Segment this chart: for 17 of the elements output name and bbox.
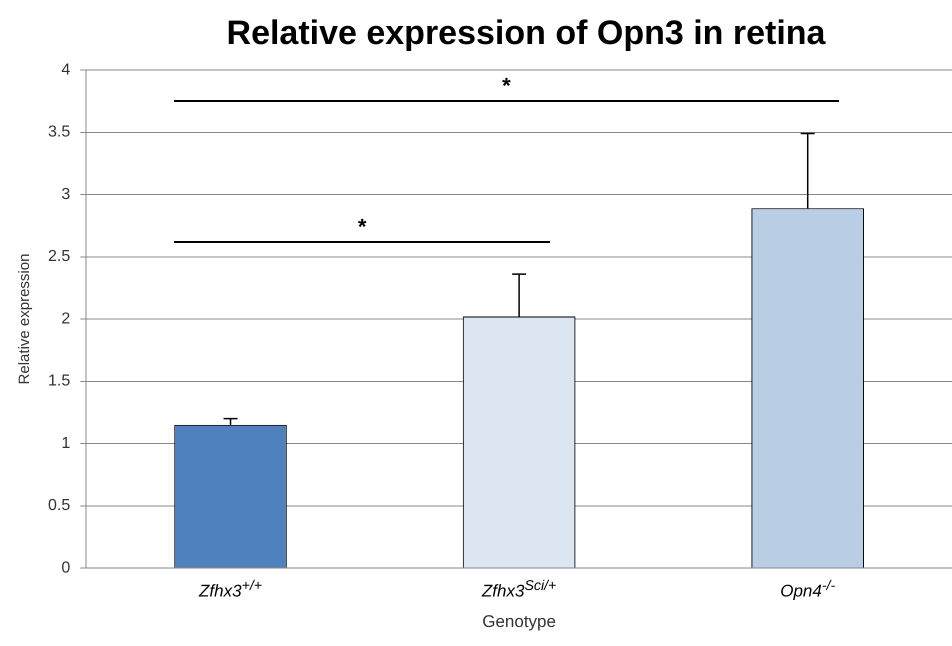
chart-title: Relative expression of Opn3 in retina bbox=[226, 14, 827, 53]
x-tick-label: Opn4$^{-/-}$ bbox=[779, 578, 836, 602]
y-tick-label: 0.5 bbox=[48, 497, 70, 514]
y-tick-label: 1.5 bbox=[48, 372, 70, 390]
x-tick-label: Zfhx3$^{Sci/+}$ bbox=[480, 578, 558, 602]
annotation: * bbox=[501, 73, 512, 100]
y-axis-title: Relative expression bbox=[16, 254, 34, 384]
y-tick-label: 2.5 bbox=[48, 248, 70, 266]
x-axis-title: Genotype bbox=[481, 612, 557, 632]
y-tick-label: 0 bbox=[61, 559, 70, 576]
annotation: * bbox=[356, 214, 368, 240]
y-tick-label: 3 bbox=[61, 186, 70, 203]
y-tick-label: 1 bbox=[61, 434, 70, 452]
y-tick-label: 4 bbox=[61, 61, 70, 78]
y-tick-label: 2 bbox=[61, 310, 70, 328]
y-tick-label: 3.5 bbox=[48, 124, 70, 141]
x-tick-label: Zfhx3$^{+/+}$ bbox=[198, 578, 264, 602]
